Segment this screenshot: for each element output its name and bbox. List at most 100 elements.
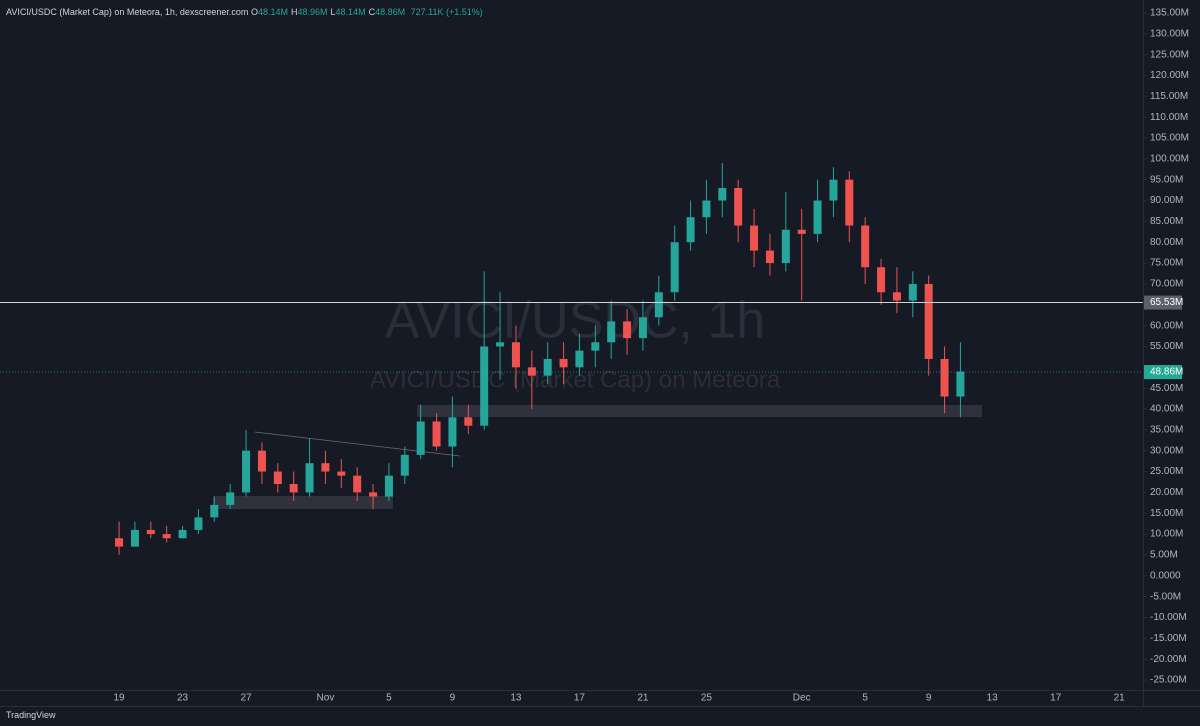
x-tick-label: 17 — [574, 693, 586, 704]
x-tick-label: 17 — [1050, 693, 1062, 704]
x-tick-label: 21 — [637, 693, 649, 704]
candle-body — [400, 454, 409, 476]
y-tick-label: 115.00M — [1150, 91, 1188, 102]
candle-body — [702, 200, 711, 218]
x-tick-label: 23 — [177, 693, 189, 704]
x-tick-label: 9 — [926, 693, 932, 704]
x-tick-label: 5 — [386, 693, 392, 704]
trend-line — [254, 431, 461, 457]
price-line-label: 65.53M — [1150, 297, 1183, 308]
ohlc-key: H — [291, 7, 298, 17]
y-tick-label: 40.00M — [1150, 404, 1183, 415]
y-tick-label: -25.00M — [1150, 675, 1187, 686]
y-tick-label: 135.00M — [1150, 8, 1189, 19]
x-tick-label: 5 — [862, 693, 868, 704]
support-zone — [213, 496, 393, 509]
candle-body — [607, 321, 616, 343]
y-tick-label: 70.00M — [1150, 279, 1183, 290]
ohlc-value: 48.96M — [297, 7, 328, 17]
candle-body — [686, 217, 695, 243]
candle-body — [305, 463, 314, 493]
y-tick-label: 55.00M — [1150, 341, 1183, 352]
y-tick-label: 125.00M — [1150, 49, 1189, 60]
brand: TradingView — [6, 710, 56, 720]
candle-body — [384, 475, 393, 497]
candle-body — [226, 492, 235, 505]
candles — [115, 163, 965, 555]
ohlc-value: 48.14M — [335, 7, 366, 17]
x-tick-label: 21 — [1114, 693, 1126, 704]
candle-body — [369, 492, 378, 497]
y-tick-label: 120.00M — [1150, 70, 1189, 81]
y-tick-label: 0.0000 — [1150, 570, 1181, 581]
candle-body — [813, 200, 822, 234]
candle-body — [797, 229, 806, 234]
candle-body — [734, 188, 743, 226]
candle-body — [940, 358, 949, 397]
symbol: AVICI/USDC (Market Cap) on Meteora, 1h, … — [6, 7, 249, 17]
y-tick-label: 20.00M — [1150, 487, 1183, 498]
x-tick-label: 25 — [701, 693, 713, 704]
candle-body — [257, 450, 266, 472]
last-price-tag — [1144, 365, 1182, 380]
y-tick-label: 105.00M — [1150, 133, 1189, 144]
candle-body — [829, 179, 838, 201]
y-tick-label: 5.00M — [1150, 550, 1178, 561]
candle-body — [496, 342, 505, 347]
candle-body — [892, 292, 901, 301]
candle-body — [162, 534, 171, 539]
candle-body — [750, 225, 759, 251]
y-tick-label: 95.00M — [1150, 174, 1183, 185]
candle-body — [924, 283, 933, 359]
y-tick-label: 100.00M — [1150, 153, 1189, 164]
candle-body — [273, 471, 282, 485]
watermark: AVICI/USDC, 1h — [385, 292, 765, 350]
y-tick-label: 15.00M — [1150, 508, 1183, 519]
y-tick-label: 90.00M — [1150, 195, 1183, 206]
candle-body — [130, 529, 139, 547]
ohlc-value: 48.86M — [375, 7, 406, 17]
candle-body — [861, 225, 870, 268]
y-tick-label: -20.00M — [1150, 654, 1187, 665]
y-tick-label: 10.00M — [1150, 529, 1183, 540]
y-tick-label: -10.00M — [1150, 612, 1187, 623]
candle-body — [559, 358, 568, 368]
last-price-label: 48.86M — [1150, 367, 1183, 378]
y-tick-label: 60.00M — [1150, 320, 1183, 331]
x-tick-label: 13 — [987, 693, 999, 704]
candle-body — [781, 229, 790, 264]
candle-body — [337, 471, 346, 476]
candle-body — [623, 321, 632, 339]
candle-body — [575, 350, 584, 368]
candle-body — [146, 529, 155, 535]
candle-body — [178, 529, 187, 539]
y-tick-label: 25.00M — [1150, 466, 1183, 477]
change: (+1.51%) — [446, 7, 483, 17]
candle-body — [448, 417, 457, 447]
y-tick-label: 80.00M — [1150, 237, 1183, 248]
y-tick-label: 30.00M — [1150, 445, 1183, 456]
candle-body — [464, 417, 473, 426]
candle-body — [194, 517, 203, 530]
candle-body — [543, 358, 552, 376]
candle-body — [115, 538, 124, 547]
x-tick-label: 27 — [241, 693, 253, 704]
candle-body — [416, 421, 425, 455]
ohlc-key: C — [368, 7, 376, 17]
candle-body — [638, 317, 647, 339]
candle-body — [527, 367, 536, 376]
candle-body — [321, 463, 330, 472]
y-tick-label: 75.00M — [1150, 258, 1183, 269]
x-tick-label: Nov — [317, 693, 335, 704]
volume: 727.11K — [410, 7, 444, 17]
candle-body — [353, 475, 362, 493]
x-tick-label: 13 — [510, 693, 522, 704]
candle-body — [718, 188, 727, 201]
y-tick-label: 45.00M — [1150, 383, 1183, 394]
candle-body — [877, 267, 886, 293]
x-tick-label: 19 — [114, 693, 126, 704]
ohlc-key: O — [250, 7, 258, 17]
